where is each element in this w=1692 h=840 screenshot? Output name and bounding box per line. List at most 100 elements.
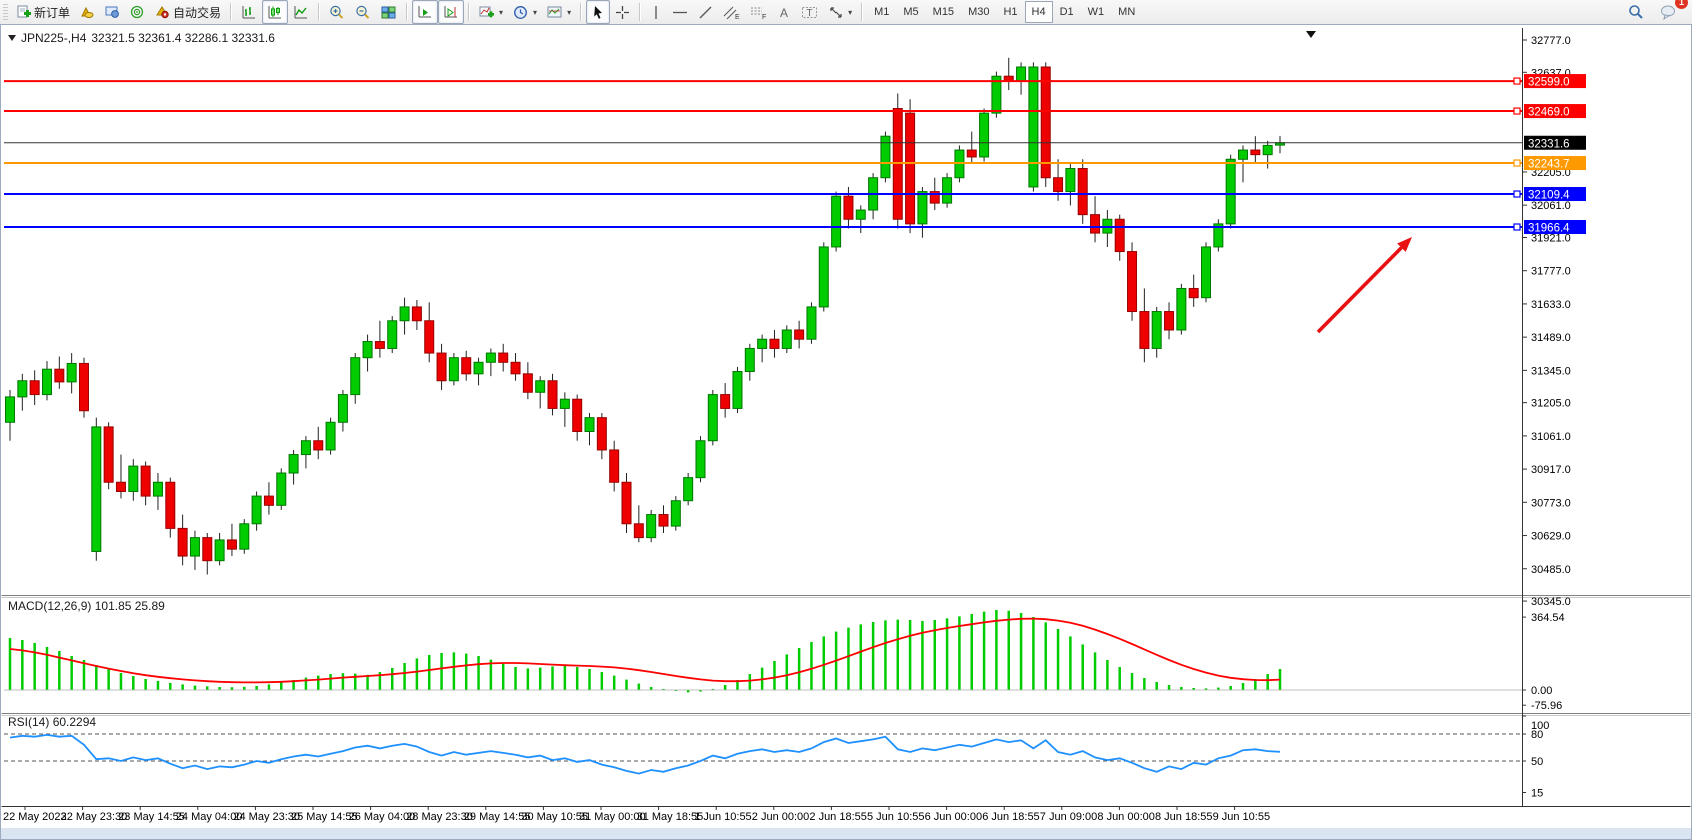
autotrade-label: 自动交易	[173, 5, 222, 20]
price-tick-label: 30485.0	[1531, 564, 1571, 576]
price-tick-label: 30345.0	[1531, 596, 1571, 608]
candle	[966, 149, 977, 158]
timeframe-h4[interactable]: H4	[1024, 1, 1053, 23]
indicators-button[interactable]: ▾	[474, 0, 508, 24]
price-tag-32599.0[interactable]: 32599.0	[1524, 74, 1586, 89]
text-button[interactable]: A	[772, 0, 796, 24]
candle	[905, 112, 916, 225]
timeframe-m1[interactable]: M1	[874, 6, 890, 18]
search-button[interactable]	[1623, 0, 1649, 24]
candle	[54, 368, 65, 383]
templates-button[interactable]: ▾	[542, 0, 576, 24]
price-tick-label: 32777.0	[1531, 35, 1571, 47]
autoscroll-icon	[418, 5, 432, 17]
candle	[572, 398, 583, 432]
text-label-button[interactable]: T	[796, 0, 823, 24]
tile-windows-button[interactable]	[376, 0, 402, 24]
line-chart-button[interactable]	[288, 0, 314, 24]
price-tag-32469.0[interactable]: 32469.0	[1524, 104, 1586, 119]
timeframe-mn[interactable]: MN	[1118, 6, 1136, 18]
market-watch-button[interactable]	[75, 0, 100, 24]
candle	[189, 537, 200, 557]
fibonacci-button[interactable]: F	[745, 0, 772, 24]
candle	[239, 523, 250, 550]
time-tick-label: 8 Jun 18:55	[1155, 811, 1213, 823]
time-tick-label: 7 Jun 09:00	[1040, 811, 1098, 823]
candle	[818, 246, 829, 308]
candle	[399, 306, 410, 322]
channel-button[interactable]: E	[718, 0, 745, 24]
timeframe-m30[interactable]: M30	[968, 6, 990, 18]
time-tick-label: 22 May 23:30	[61, 811, 128, 823]
candle	[695, 440, 706, 479]
horizontal-line-32109.4[interactable]	[4, 190, 1522, 198]
price-tag-32109.4[interactable]: 32109.4	[1524, 187, 1586, 202]
svg-text:32469.0: 32469.0	[1528, 107, 1570, 119]
price-tag-31966.4[interactable]: 31966.4	[1524, 220, 1586, 235]
timeframe-d1[interactable]: D1	[1059, 6, 1074, 18]
chart-shift-button[interactable]	[438, 0, 465, 24]
candle	[658, 514, 669, 527]
trendline-button[interactable]	[693, 0, 718, 24]
timeframe-m5[interactable]: M5	[903, 6, 919, 18]
chart-window[interactable]: 32777.0 32637.0 32205.0 32061.0 31921.0 31777…	[0, 24, 1692, 840]
notifications-button[interactable]: 1	[1655, 0, 1688, 24]
svg-text:T: T	[807, 8, 813, 19]
horizontal-line-32599.0[interactable]	[4, 77, 1522, 85]
autotrade-button[interactable]: 自动交易	[150, 0, 226, 24]
cursor-button[interactable]	[586, 0, 611, 24]
vertical-line-button[interactable]	[645, 0, 667, 24]
price-tick-label: 31633.0	[1531, 299, 1571, 311]
horizontal-line-32469.0[interactable]	[4, 107, 1522, 115]
zoom-in-button[interactable]	[324, 0, 350, 24]
candle	[263, 495, 274, 506]
toolbar-grip[interactable]	[3, 4, 8, 20]
search-icon	[1629, 5, 1643, 19]
bar-chart-icon	[242, 5, 256, 18]
toolbar-separator	[639, 3, 642, 21]
timeframe-w1[interactable]: W1	[1087, 6, 1105, 18]
rsi-axis-label: 100	[1531, 720, 1549, 732]
signals-icon	[130, 5, 144, 19]
svg-text:32243.7: 32243.7	[1528, 159, 1570, 171]
price-tick-label: 31489.0	[1531, 332, 1571, 344]
candle	[510, 361, 521, 375]
horizontal-line-32243.7[interactable]	[4, 159, 1522, 167]
horizontal-line-31966.4[interactable]	[4, 223, 1522, 231]
price-tag-32331.6[interactable]: 32331.6	[1524, 135, 1586, 151]
candle	[535, 380, 546, 393]
candle	[1127, 251, 1138, 313]
candle	[584, 417, 595, 432]
data-window-icon	[105, 6, 119, 18]
candle	[1077, 167, 1088, 216]
toolbar-separator	[406, 3, 409, 21]
arrows-button[interactable]: ▾	[823, 0, 857, 24]
candle	[485, 352, 496, 363]
candle	[843, 195, 854, 220]
candle	[5, 396, 15, 423]
dropdown-caret-icon: ▾	[848, 7, 853, 17]
candlestick-chart-button[interactable]	[262, 0, 289, 24]
chart-canvas[interactable]: 32777.032637.032205.032061.031921.031777…	[0, 24, 1692, 840]
crosshair-button[interactable]	[610, 0, 635, 24]
signals-button[interactable]	[125, 0, 150, 24]
chart-shift-marker[interactable]	[1306, 31, 1316, 38]
time-tick-label: 8 Jun 00:00	[1097, 811, 1155, 823]
timeframe-h1[interactable]: H1	[1003, 6, 1018, 18]
arrow-objects-icon	[830, 6, 842, 18]
horizontal-line-button[interactable]	[667, 0, 693, 24]
zoom-out-button[interactable]	[350, 0, 376, 24]
price-tick-label: 31205.0	[1531, 398, 1571, 410]
dropdown-caret-icon: ▾	[499, 7, 504, 17]
price-tag-32243.7[interactable]: 32243.7	[1524, 156, 1586, 171]
timeframe-m15[interactable]: M15	[932, 6, 955, 18]
trend-arrow[interactable]	[1316, 237, 1412, 334]
macd-signal-line	[9, 617, 1281, 684]
data-window-button[interactable]	[100, 0, 125, 24]
autoscroll-button[interactable]	[412, 0, 439, 24]
new-order-button[interactable]: 新订单	[11, 0, 75, 24]
periods-button[interactable]: ▾	[508, 0, 542, 24]
price-tick-label: 30629.0	[1531, 531, 1571, 543]
svg-text:F: F	[762, 14, 766, 20]
bar-chart-button[interactable]	[236, 0, 262, 24]
